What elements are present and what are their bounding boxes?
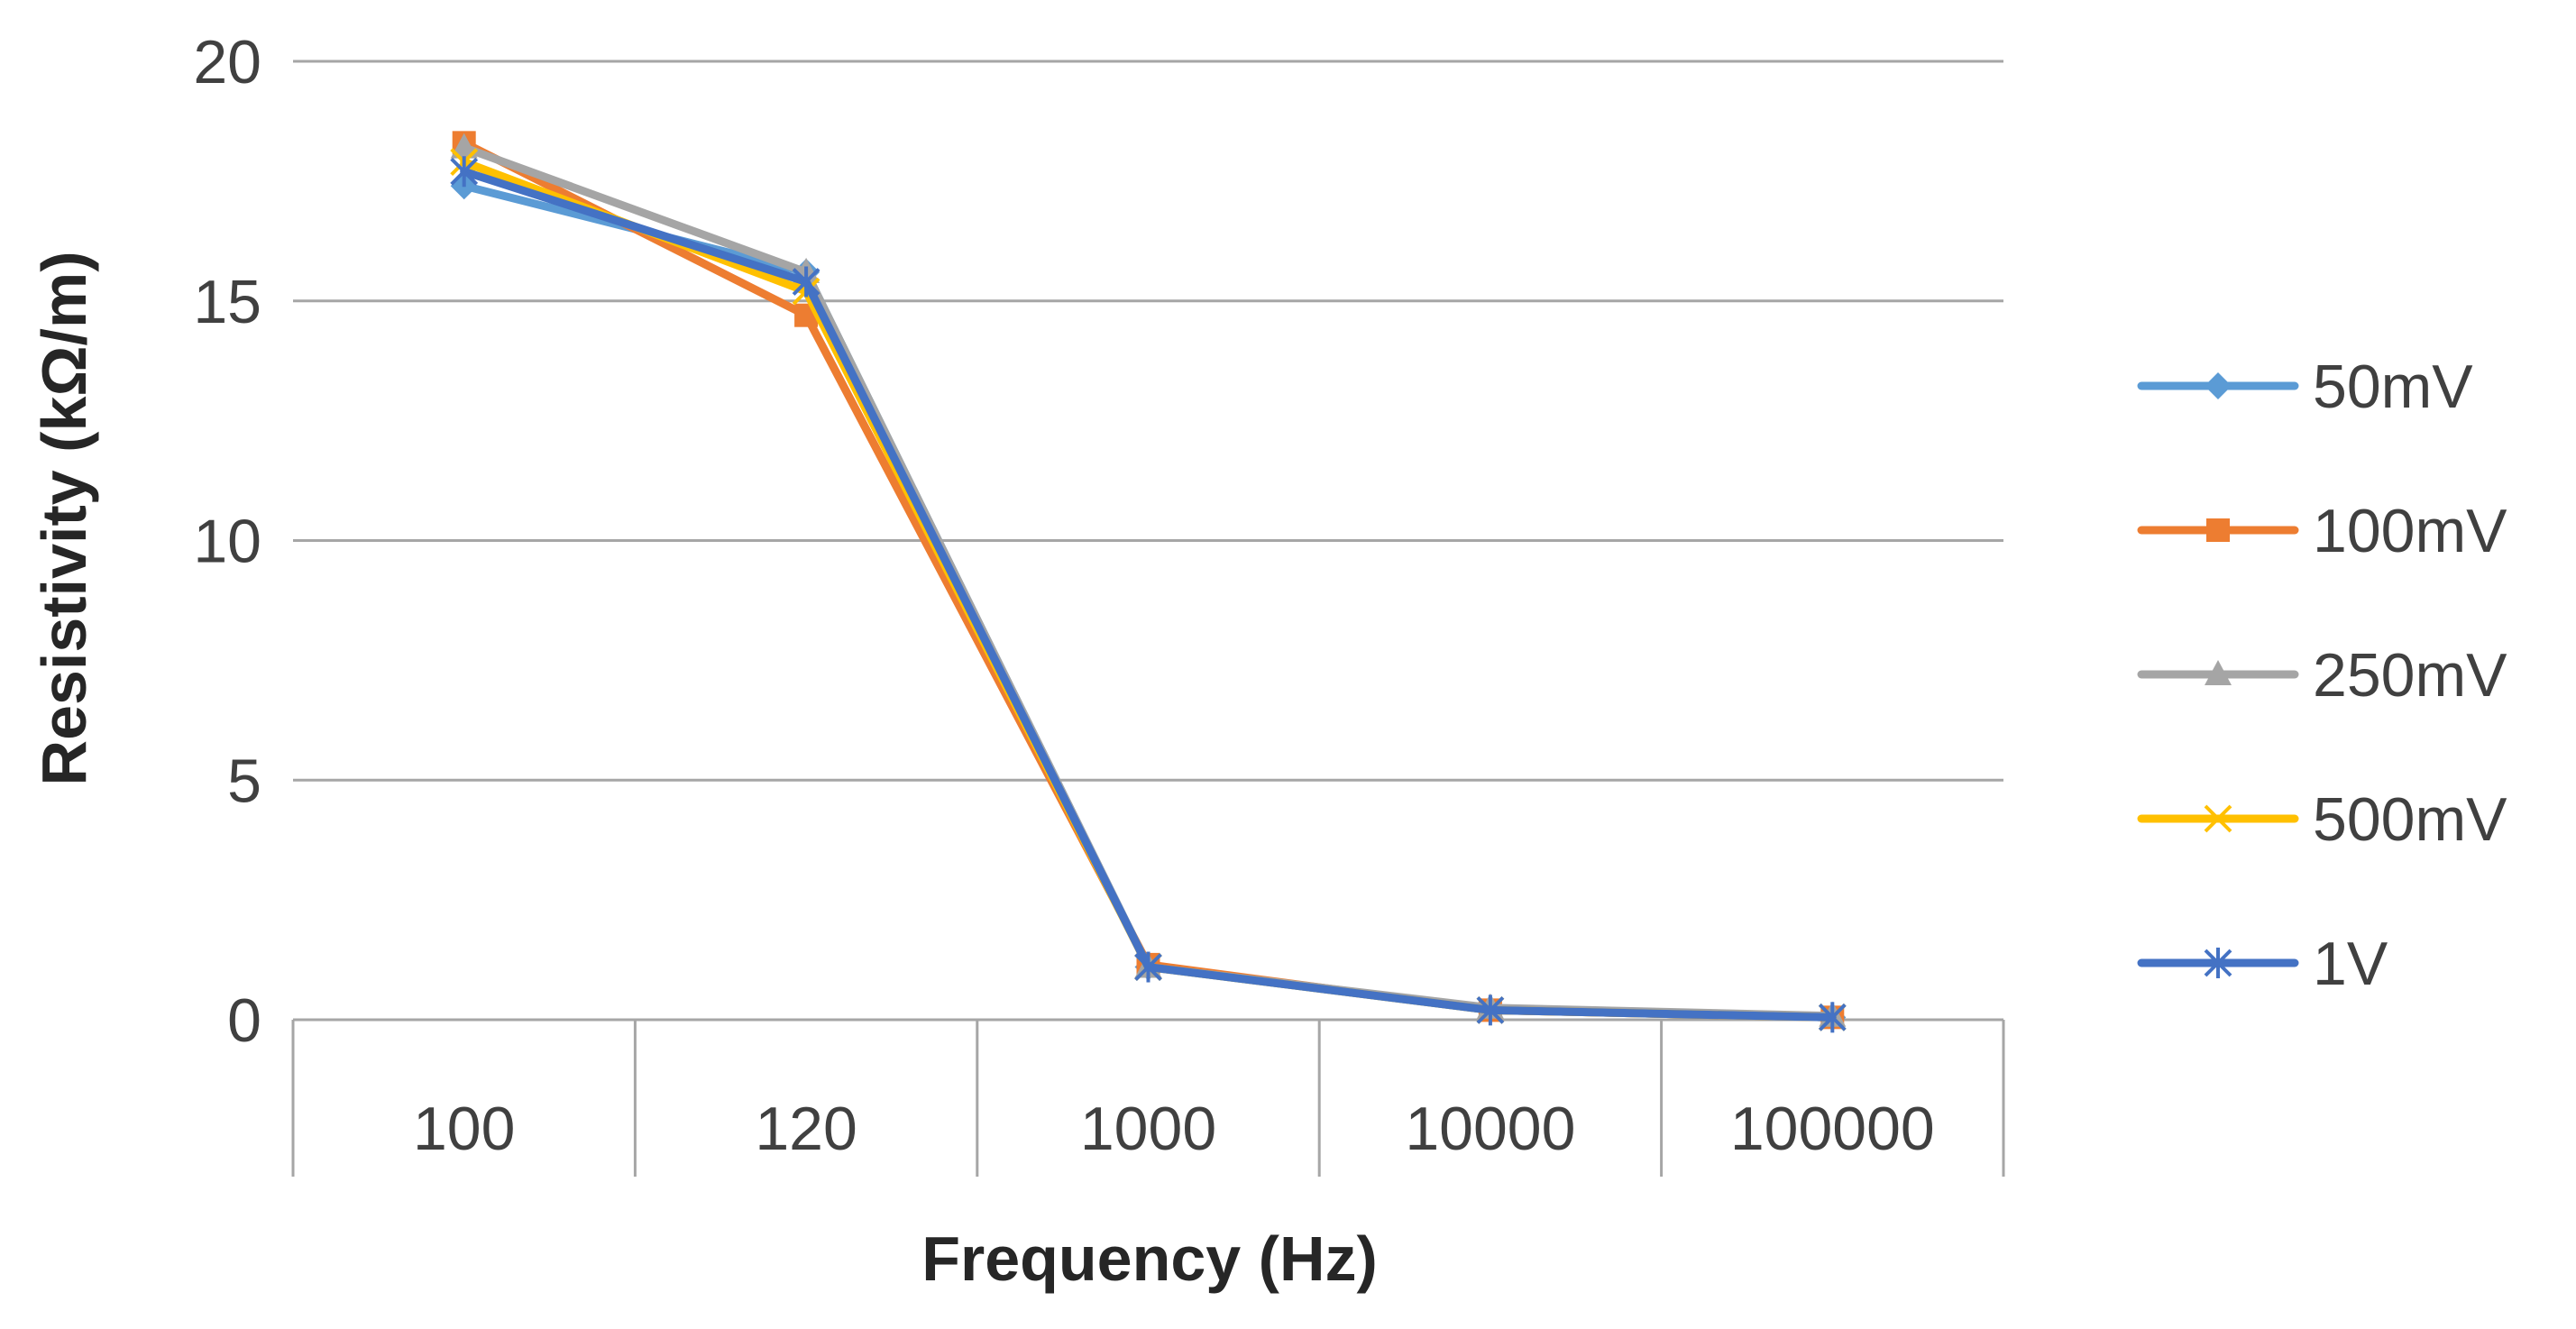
legend-marker bbox=[2204, 948, 2232, 978]
legend-label: 1V bbox=[2313, 930, 2388, 998]
y-tick-label: 0 bbox=[227, 986, 261, 1055]
y-tick-label: 10 bbox=[193, 508, 261, 576]
x-tick-label: 100 bbox=[413, 1095, 515, 1163]
series-500mV bbox=[450, 148, 1847, 1031]
series-line bbox=[460, 181, 1837, 1022]
x-tick-label: 120 bbox=[755, 1095, 857, 1163]
legend-marker bbox=[2205, 372, 2232, 399]
legend-label: 50mV bbox=[2313, 353, 2473, 421]
x-tick-label: 1000 bbox=[1080, 1095, 1216, 1163]
legend-marker bbox=[2204, 804, 2232, 833]
legend-item: 500mV bbox=[2137, 785, 2507, 854]
data-point bbox=[1818, 1002, 1847, 1033]
legend-item: 1V bbox=[2137, 930, 2388, 998]
legend-item: 100mV bbox=[2137, 497, 2507, 565]
legend-marker bbox=[2206, 518, 2230, 542]
series-line bbox=[460, 158, 1837, 1022]
y-tick-label: 15 bbox=[193, 268, 261, 336]
data-point bbox=[792, 266, 820, 298]
legend: 50mV 100mV 250mV 500mV 1V bbox=[2137, 353, 2507, 998]
series-line bbox=[460, 167, 1837, 1022]
marker-stroke bbox=[2204, 804, 2232, 833]
series-group bbox=[450, 131, 1847, 1033]
y-axis-title: Resistivity (kΩ/m) bbox=[29, 252, 99, 786]
legend-marker bbox=[2205, 660, 2232, 685]
x-tick-label: 10000 bbox=[1405, 1095, 1575, 1163]
series-1V bbox=[450, 156, 1847, 1033]
axes: 0 5 10 15 20 100 120 1000 10000 100000 bbox=[193, 28, 2005, 1177]
data-point bbox=[450, 133, 478, 159]
data-point bbox=[1134, 951, 1162, 983]
legend-item: 50mV bbox=[2137, 353, 2473, 421]
y-tick-label: 20 bbox=[193, 28, 261, 96]
series-100mV bbox=[452, 131, 1845, 1030]
x-axis-title: Frequency (Hz) bbox=[921, 1224, 1378, 1294]
y-tick-label: 5 bbox=[227, 747, 261, 815]
data-point bbox=[450, 156, 479, 188]
legend-label: 250mV bbox=[2313, 641, 2507, 710]
legend-label: 500mV bbox=[2313, 785, 2507, 854]
x-tick-label: 100000 bbox=[1730, 1095, 1935, 1163]
series-line bbox=[460, 143, 1837, 1021]
legend-item: 250mV bbox=[2137, 641, 2507, 710]
gridlines bbox=[293, 60, 2003, 1022]
legend-label: 100mV bbox=[2313, 497, 2507, 565]
series-250mV bbox=[450, 133, 1847, 1027]
series-line bbox=[460, 138, 1837, 1022]
data-point bbox=[1476, 994, 1505, 1026]
